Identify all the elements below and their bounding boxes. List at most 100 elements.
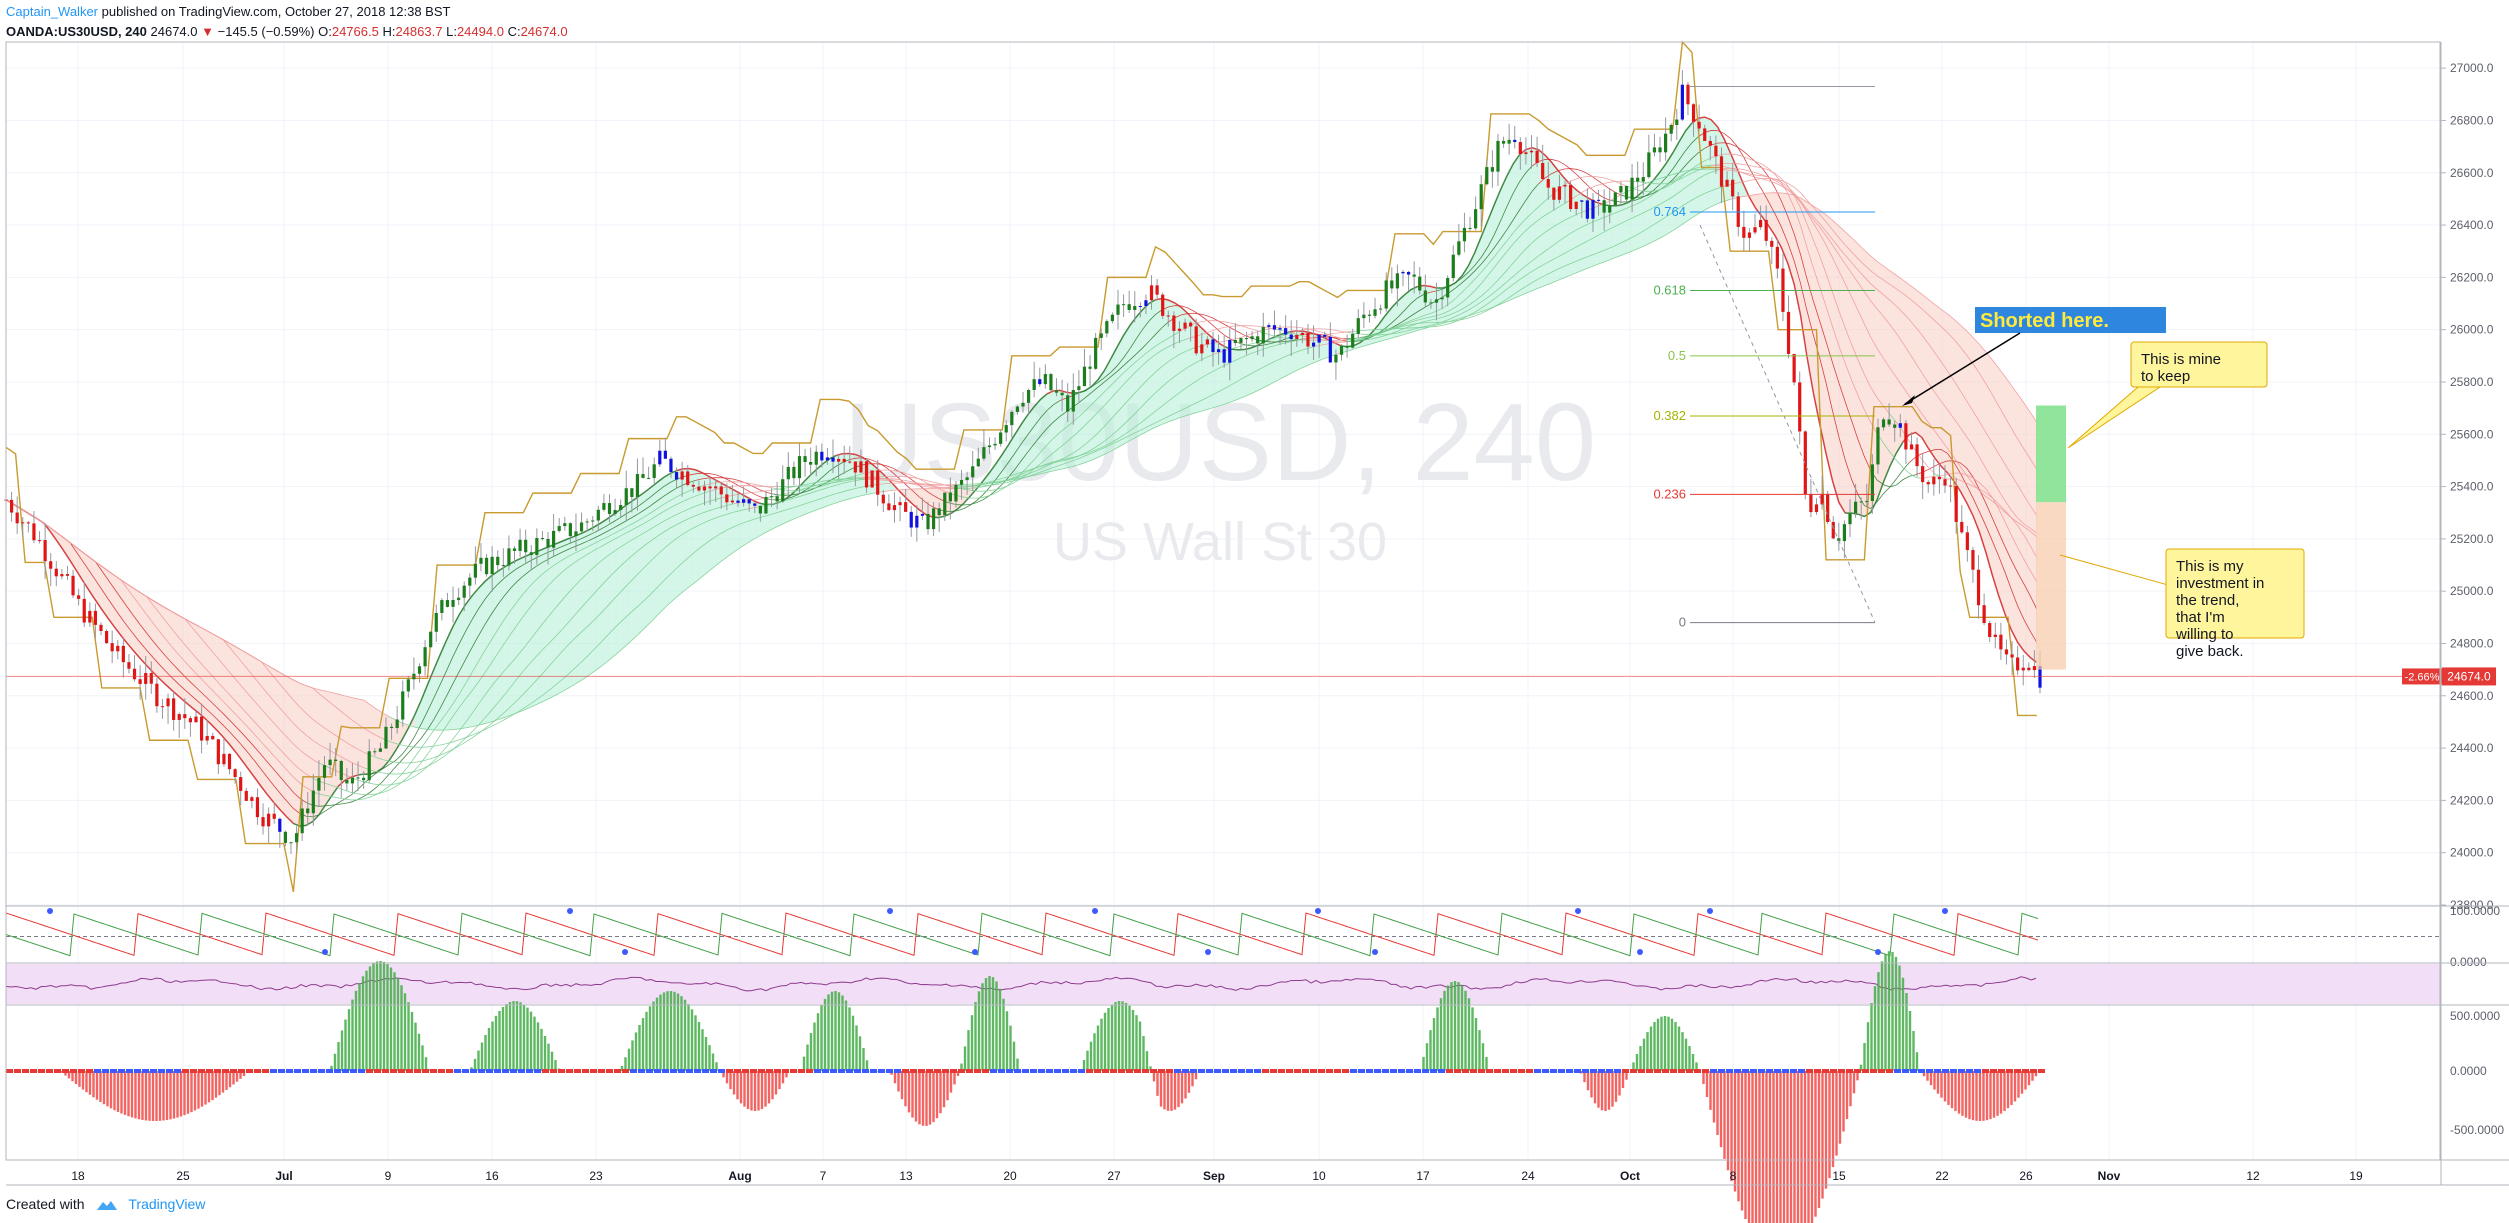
ma-line <box>1436 165 1533 292</box>
histogram-bar <box>1611 1071 1614 1107</box>
x-tick-label: 15 <box>1832 1169 1846 1183</box>
candle-body <box>730 500 735 503</box>
histogram-zero-segment <box>1582 1069 1589 1073</box>
ma-ribbon <box>5 116 2038 827</box>
histogram-bar <box>1978 1071 1982 1121</box>
histogram-zero-segment <box>1518 1069 1525 1073</box>
histogram-zero-segment <box>1734 1069 1741 1073</box>
histogram-bar <box>1485 1056 1488 1071</box>
candle-body <box>1764 219 1768 241</box>
candle-body <box>652 464 656 478</box>
ma-line <box>874 482 958 486</box>
investment-callout-text: the trend, <box>2176 592 2239 609</box>
candle-body <box>596 509 600 521</box>
histogram-bar <box>333 1053 337 1071</box>
ribbon-fill <box>1046 390 1054 473</box>
histogram-zero-segment <box>534 1069 541 1073</box>
histogram-zero-segment <box>1406 1069 1413 1073</box>
histogram-bar <box>1744 1071 1747 1220</box>
author-link[interactable]: Captain_Walker <box>6 4 99 19</box>
histogram-bar <box>1863 1042 1866 1071</box>
histogram-bar <box>673 991 676 1071</box>
candle-body <box>317 777 321 791</box>
fib-retracement[interactable]: 0.764 0.618 0.5 0.382 0.236 0 <box>1653 85 1876 630</box>
ma-line <box>1570 180 1635 201</box>
time-axis[interactable]: 18 25 Jul 9 16 23 Aug 7 13 20 27 Sep 10 17 24 Oct 8 15 22 2… <box>71 1169 2363 1183</box>
histogram-bar <box>725 1071 729 1084</box>
ribbon-fill <box>587 527 594 677</box>
ma-line <box>938 400 1060 512</box>
ribbon-fill <box>1806 201 1814 393</box>
price-axis[interactable]: 23800.0 24000.0 24200.0 24400.0 24600.0 24800… <box>2441 61 2494 912</box>
ribbon-fill <box>1449 282 1456 322</box>
tradingview-link[interactable]: TradingView <box>128 1196 206 1212</box>
histogram-bar <box>690 1009 694 1071</box>
histogram-zero-segment <box>1574 1069 1581 1073</box>
candle-body <box>1837 538 1841 542</box>
ma-line <box>1698 130 1859 495</box>
candle-body <box>859 461 863 473</box>
candle-body <box>1820 493 1824 505</box>
histogram-zero-segment <box>918 1069 925 1073</box>
candle-body <box>1853 501 1858 514</box>
candle-body <box>680 471 684 480</box>
histogram-bar <box>1870 1003 1873 1071</box>
x-tick-label: 10 <box>1312 1169 1326 1183</box>
ma-line <box>1627 157 1712 192</box>
histogram-bar <box>1649 1026 1653 1071</box>
ma-line <box>1187 325 1277 340</box>
histogram-bar <box>197 1071 200 1109</box>
ribbon-fill <box>625 501 632 647</box>
ribbon-fill <box>1532 147 1539 291</box>
candle-body <box>272 813 276 819</box>
histogram-bar <box>659 994 662 1071</box>
histogram-zero-segment <box>574 1069 581 1073</box>
histogram-zero-segment <box>974 1069 981 1073</box>
histogram-zero-segment <box>1814 1069 1821 1073</box>
candle-body <box>1697 121 1701 129</box>
histogram-zero-segment <box>1646 1069 1653 1073</box>
histogram-bar <box>1964 1071 1968 1118</box>
histogram-bar <box>1709 1071 1712 1110</box>
candle-body <box>2021 667 2025 671</box>
ma-line <box>1072 309 1163 397</box>
histogram-bar <box>344 1019 347 1071</box>
histogram-bar <box>414 1022 417 1071</box>
ma-line <box>848 457 939 510</box>
histogram-zero-segment <box>1982 1069 1989 1073</box>
histogram-zero-segment <box>358 1069 365 1073</box>
rsi-band <box>6 964 2440 1004</box>
candle-body <box>1144 300 1148 307</box>
candle-body <box>300 808 304 834</box>
candle-body <box>1060 392 1064 396</box>
histogram-zero-segment <box>766 1069 773 1073</box>
histogram-zero-segment <box>1390 1069 1397 1073</box>
histogram-zero-segment <box>454 1069 461 1073</box>
ribbon-fill <box>370 704 377 775</box>
candle-body <box>512 548 517 551</box>
ribbon-fill <box>1002 444 1009 482</box>
candle-body <box>1300 332 1304 335</box>
histogram-zero-segment <box>62 1069 69 1073</box>
candle-body <box>322 765 327 778</box>
histogram-zero-segment <box>22 1069 29 1073</box>
risk-boxes[interactable] <box>2036 405 2066 670</box>
histogram-zero-segment <box>694 1069 701 1073</box>
ma-line <box>1161 305 1239 344</box>
symbol-label[interactable]: OANDA:US30USD, 240 <box>6 24 147 39</box>
histogram-bar <box>949 1071 953 1093</box>
histogram-zero-segment <box>1494 1069 1501 1073</box>
histogram-bar <box>1793 1071 1796 1223</box>
histogram-zero-segment <box>70 1069 77 1073</box>
ribbon-fill <box>1647 179 1654 245</box>
ribbon-fill <box>146 596 153 673</box>
ribbon-fill <box>1711 119 1718 207</box>
candle-body <box>1943 479 1947 486</box>
histogram-bar <box>1677 1026 1681 1071</box>
histogram-zero-segment <box>1854 1069 1861 1073</box>
osc-signal-dot <box>1637 949 1643 955</box>
candle-body <box>261 817 265 827</box>
histogram-zero-segment <box>1254 1069 1261 1073</box>
